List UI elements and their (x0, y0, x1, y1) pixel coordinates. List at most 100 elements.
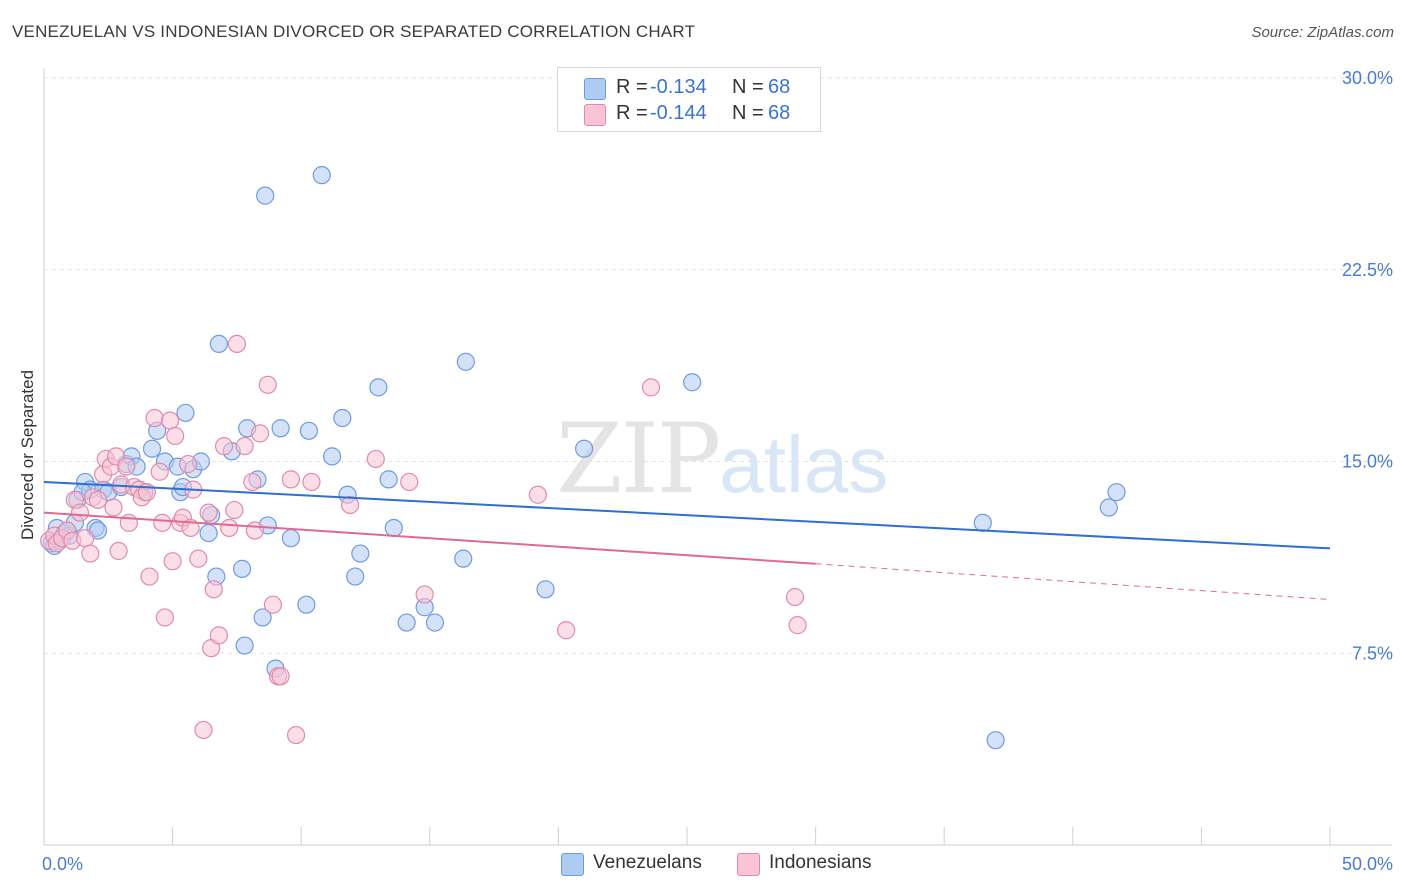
legend-n-value: 68 (768, 102, 791, 124)
indonesians-point (225, 500, 244, 520)
axes (43, 68, 1392, 846)
venezuelans-points (42, 166, 1126, 750)
bottom-legend-label: Venezuelans (593, 852, 702, 873)
watermark: ZIPatlas (556, 403, 888, 515)
indonesians-point (109, 541, 128, 561)
y-tick-label: 30.0% (1342, 68, 1393, 88)
bottom-legend-label: Indonesians (769, 852, 872, 873)
indonesians-point (214, 437, 234, 456)
indonesians-point (189, 549, 208, 568)
indonesians-point (104, 498, 123, 517)
venezuelans-point (369, 378, 388, 397)
indonesians-point (785, 587, 805, 607)
indonesians-point (70, 503, 90, 522)
venezuelans-point (454, 549, 473, 568)
venezuelans-point (312, 166, 331, 185)
venezuelans-trend-line (43, 480, 1331, 550)
indonesians-point (160, 411, 180, 430)
x-tick-label: 0.0% (42, 854, 83, 874)
indonesians-point (340, 495, 360, 515)
chart-source: Source: ZipAtlas.com (1251, 24, 1394, 41)
indonesians-point (788, 616, 807, 635)
indonesians-point (235, 437, 254, 456)
watermark-atlas: atlas (719, 420, 889, 509)
indonesians-point (166, 426, 185, 446)
trend-lines (43, 480, 1331, 601)
venezuelans-point (232, 559, 252, 578)
venezuelans-point (271, 419, 290, 438)
legend-n-value: 68 (768, 76, 791, 98)
venezuelans-point (1107, 483, 1126, 502)
legend-n-label: N = (732, 76, 764, 98)
indonesians-point (194, 720, 213, 740)
indonesians-point (245, 521, 265, 540)
y-axis-title: Divorced or Separated (18, 370, 37, 540)
venezuelans-point (683, 373, 702, 392)
venezuelans-point (1099, 498, 1118, 517)
indonesians-point (366, 449, 385, 469)
indonesians-point (281, 470, 301, 489)
venezuelans-point (235, 636, 254, 655)
venezuelans-point (346, 567, 365, 586)
indonesians-point (243, 472, 262, 492)
indonesians-point (204, 580, 223, 599)
venezuelans-point (333, 408, 352, 428)
indonesians-point (155, 608, 174, 627)
indonesians-trend-extension (815, 563, 1331, 601)
indonesians-point (528, 485, 547, 504)
venezuelans-point (176, 403, 195, 423)
indonesians-point (140, 567, 159, 586)
indonesians-point (220, 518, 239, 538)
indonesians-point (145, 408, 164, 428)
y-tick-label: 15.0% (1342, 452, 1393, 472)
indonesians-point (150, 462, 169, 481)
chart-title: VENEZUELAN VS INDONESIAN DIVORCED OR SEP… (12, 22, 696, 41)
venezuelans-point (142, 439, 162, 458)
indonesians-point (263, 595, 283, 614)
indonesians-point (227, 334, 246, 353)
venezuelans-point (253, 608, 272, 627)
watermark-zip: ZIP (556, 403, 721, 515)
legend-swatch-indonesians (584, 104, 606, 126)
indonesians-point (250, 424, 270, 443)
venezuelans-point (199, 523, 218, 543)
indonesians-trend-line (43, 511, 816, 565)
indonesians-point (258, 375, 277, 394)
venezuelans-point (209, 334, 228, 353)
indonesians-point (163, 552, 182, 571)
venezuelans-point (299, 421, 319, 440)
legend-r-value: -0.134 (650, 76, 707, 98)
indonesians-point (199, 503, 218, 522)
indonesians-point (302, 472, 321, 492)
venezuelans-point (351, 544, 370, 563)
y-tick-label: 22.5% (1342, 260, 1393, 280)
correlation-legend: R = -0.134 N = 68 R = -0.144 N = 68 (557, 67, 821, 132)
indonesians-point (641, 378, 661, 397)
indonesians-point (88, 490, 108, 509)
venezuelans-point (536, 580, 555, 599)
venezuelans-point (281, 529, 301, 548)
indonesians-point (209, 626, 228, 645)
legend-r-value: -0.144 (650, 102, 707, 124)
legend-swatch-venezuelans (584, 78, 606, 100)
x-tick-label: 50.0% (1342, 854, 1393, 874)
venezuelans-point (256, 186, 275, 205)
axis-labels: 7.5% 15.0% 22.5% 30.0% 0.0% 50.0% Divorced or … (18, 68, 1393, 874)
bottom-legend-swatch-indonesians (737, 853, 760, 876)
legend-n-label: N = (732, 102, 764, 124)
venezuelans-point (456, 352, 475, 371)
venezuelans-point (425, 613, 445, 632)
indonesians-point (286, 725, 306, 745)
venezuelans-point (322, 447, 342, 466)
indonesians-point (117, 457, 136, 476)
venezuelans-point (986, 731, 1005, 750)
indonesians-point (557, 621, 576, 640)
venezuelans-point (297, 595, 316, 614)
indonesians-point (415, 585, 434, 604)
venezuelans-point (575, 439, 594, 458)
indonesians-point (178, 454, 198, 474)
indonesians-point (81, 544, 100, 563)
y-tick-label: 7.5% (1352, 643, 1393, 663)
venezuelans-point (973, 513, 992, 532)
